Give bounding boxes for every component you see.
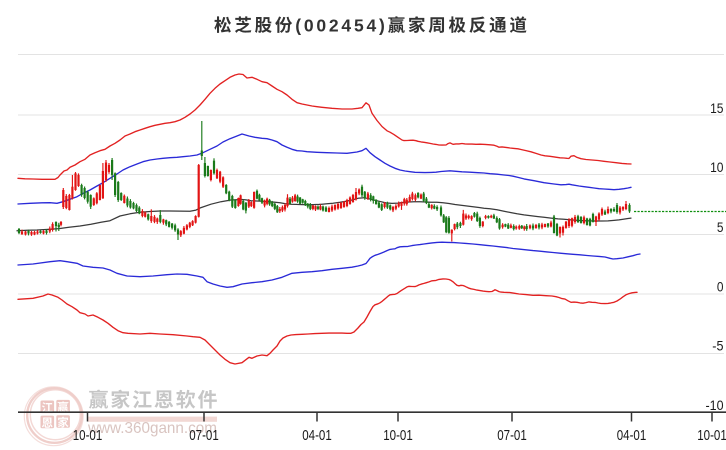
svg-text:04-01: 04-01 — [302, 427, 332, 444]
svg-text:07-01: 07-01 — [497, 427, 527, 444]
svg-text:10-01: 10-01 — [383, 427, 413, 444]
svg-text:5: 5 — [717, 219, 724, 235]
svg-text:15: 15 — [710, 100, 724, 116]
svg-text:0: 0 — [717, 279, 724, 295]
svg-text:(002454): (002454) — [295, 15, 387, 35]
svg-text:07-01: 07-01 — [189, 427, 219, 444]
svg-text:10-01: 10-01 — [73, 427, 103, 444]
svg-text:-10: -10 — [706, 397, 724, 413]
svg-text:04-01: 04-01 — [617, 427, 647, 444]
svg-text:10-01: 10-01 — [697, 427, 726, 444]
svg-text:www.360gann.com: www.360gann.com — [87, 420, 217, 437]
svg-text:10: 10 — [710, 159, 724, 175]
svg-text:-5: -5 — [712, 338, 723, 354]
